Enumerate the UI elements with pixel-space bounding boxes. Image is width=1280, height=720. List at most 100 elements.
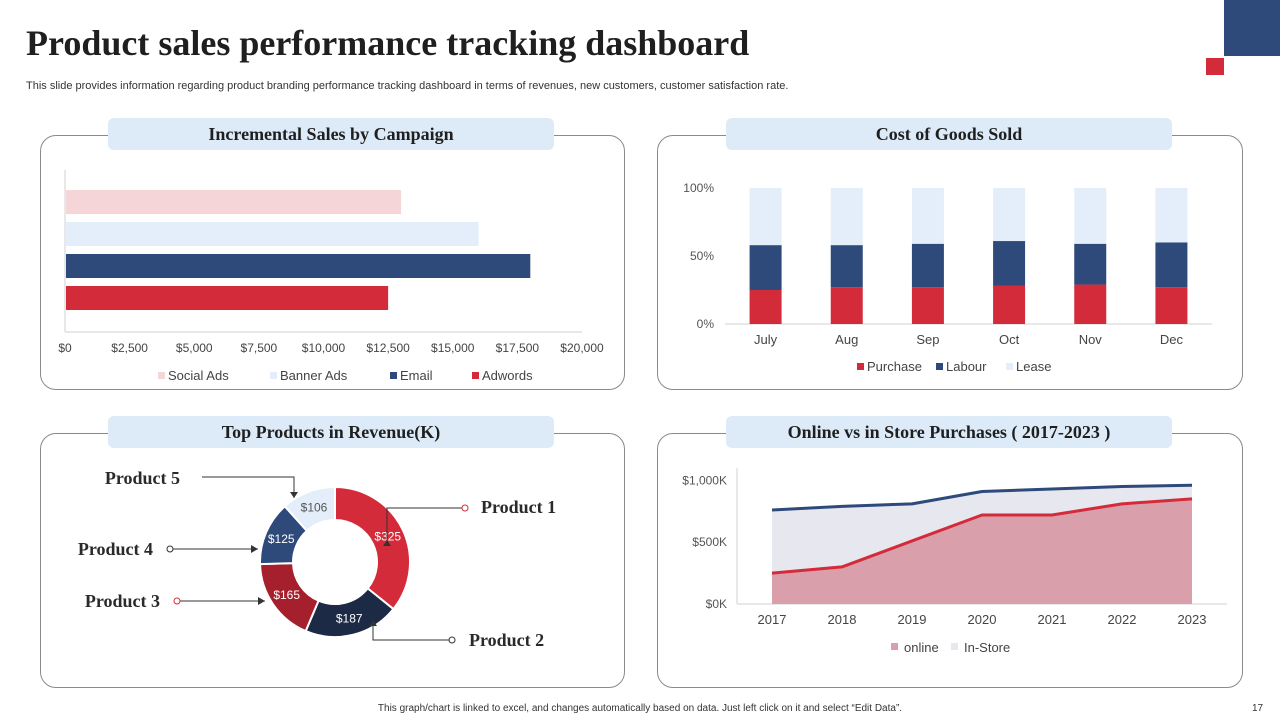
slice-label: $106: [301, 500, 328, 514]
callout-arrow: [251, 545, 258, 553]
x-tick-label: 2018: [828, 612, 857, 627]
x-tick-label: $7,500: [241, 341, 278, 355]
top-products-title: Top Products in Revenue(K): [108, 416, 554, 448]
bar-purchase-sep: [911, 287, 944, 324]
corner-accent-red: [1206, 58, 1224, 75]
top-products-chart[interactable]: $325 $187 $165 $125 $106 Product 1 Product 2 Pr…: [40, 452, 623, 686]
y-tick-label: 0%: [697, 317, 715, 331]
bar-lease-july: [749, 188, 782, 246]
x-tick-label: Sep: [916, 332, 939, 347]
y-tick-label: $500K: [692, 535, 727, 549]
incremental-sales-chart[interactable]: $0 $2,500 $5,000 $7,500 $10,000 $12,500 $15,00…: [40, 155, 623, 388]
bar-purchase-oct: [993, 285, 1026, 324]
x-tick-label: 2020: [968, 612, 997, 627]
legend-swatch: [390, 372, 397, 379]
legend-swatch: [1006, 363, 1013, 370]
bar-lease-nov: [1074, 188, 1107, 244]
y-tick-label: 50%: [690, 249, 714, 263]
bar-labour-oct: [993, 241, 1026, 286]
bar-labour-aug: [830, 245, 863, 288]
callout-line: [372, 620, 452, 641]
x-tick-label: 2022: [1108, 612, 1137, 627]
x-tick-label: 2019: [898, 612, 927, 627]
bar-purchase-dec: [1155, 287, 1188, 324]
x-tick-label: $12,500: [366, 341, 410, 355]
bar-labour-dec: [1155, 242, 1188, 288]
slice-label: $125: [268, 532, 295, 546]
product-callout-label: Product 4: [78, 539, 153, 559]
x-tick-label: 2023: [1178, 612, 1207, 627]
line-in-store: [771, 483, 1193, 512]
product-callout-label: Product 2: [469, 630, 544, 650]
legend-label: Social Ads: [168, 368, 229, 383]
legend-label: Banner Ads: [280, 368, 348, 383]
legend-label: Lease: [1016, 359, 1051, 374]
x-tick-label: $10,000: [302, 341, 346, 355]
bar-banner-ads: [66, 222, 479, 246]
cogs-chart[interactable]: 0% 50% 100% July Aug Sep Oct Nov Dec Purchase Labo…: [657, 155, 1241, 388]
page-subtitle: This slide provides information regardin…: [26, 80, 789, 92]
legend-swatch: [270, 372, 277, 379]
callout-arrow: [369, 620, 377, 626]
top-products-panel: [40, 433, 625, 688]
y-tick-label: 100%: [683, 181, 714, 195]
legend-label: online: [904, 640, 939, 655]
online-store-title: Online vs in Store Purchases ( 2017-2023…: [726, 416, 1172, 448]
product-callout-label: Product 3: [85, 591, 160, 611]
x-tick-label: 2017: [758, 612, 787, 627]
callout-dot: [173, 597, 181, 605]
legend-swatch: [857, 363, 864, 370]
bar-lease-sep: [911, 188, 944, 244]
x-tick-label: $15,000: [431, 341, 475, 355]
legend-label: Email: [400, 368, 433, 383]
legend-swatch: [936, 363, 943, 370]
legend-label: Labour: [946, 359, 987, 374]
slice-product-1: [334, 485, 411, 611]
slice-product-5: [283, 485, 336, 533]
x-tick-label: $20,000: [560, 341, 604, 355]
y-tick-label: $1,000K: [682, 473, 727, 487]
callout-dot: [166, 545, 174, 553]
legend-swatch: [951, 643, 958, 650]
legend-swatch: [472, 372, 479, 379]
x-tick-label: $0: [58, 341, 72, 355]
bar-social-ads: [66, 190, 402, 214]
callout-arrow: [290, 492, 298, 498]
line-online: [771, 497, 1193, 575]
x-tick-label: Aug: [835, 332, 858, 347]
bar-labour-nov: [1074, 243, 1107, 285]
x-tick-label: Nov: [1079, 332, 1103, 347]
legend-label: In-Store: [964, 640, 1010, 655]
footer-note: This graph/chart is linked to excel, and…: [377, 703, 903, 714]
x-tick-label: $5,000: [176, 341, 213, 355]
area-online: [772, 498, 1192, 604]
callout-arrow: [258, 597, 265, 605]
x-tick-label: 2021: [1038, 612, 1067, 627]
bar-email: [66, 254, 531, 278]
bar-purchase-july: [749, 290, 782, 324]
product-callout-label: Product 5: [105, 468, 180, 488]
callout-dot: [448, 636, 456, 644]
y-tick-label: $0K: [706, 597, 727, 611]
x-tick-label: July: [754, 332, 778, 347]
x-tick-label: $17,500: [496, 341, 540, 355]
slice-label: $325: [374, 530, 401, 544]
bar-labour-sep: [911, 243, 944, 288]
product-callout-label: Product 1: [481, 497, 556, 517]
legend-swatch: [891, 643, 898, 650]
incremental-sales-title: Incremental Sales by Campaign: [108, 118, 554, 150]
bar-labour-july: [749, 245, 782, 290]
online-store-chart[interactable]: $0K $500K $1,000K 2017 2018 2019 2020 2021 2022 2…: [657, 452, 1241, 686]
corner-accent-navy: [1224, 0, 1280, 56]
callout-dot: [461, 504, 469, 512]
x-tick-label: Dec: [1160, 332, 1184, 347]
bar-adwords: [66, 286, 389, 310]
bar-lease-aug: [830, 188, 863, 246]
bar-lease-oct: [993, 188, 1026, 242]
bar-lease-dec: [1155, 188, 1188, 243]
callout-line: [386, 507, 465, 540]
bar-purchase-aug: [830, 287, 863, 324]
callout-arrow: [383, 540, 391, 546]
callout-line: [202, 476, 295, 498]
slice-label: $165: [273, 588, 300, 602]
